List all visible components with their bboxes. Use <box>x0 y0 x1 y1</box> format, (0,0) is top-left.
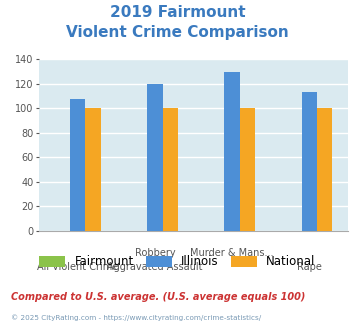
Bar <box>70 99 86 231</box>
Bar <box>147 84 163 231</box>
Text: Rape: Rape <box>297 262 322 272</box>
Bar <box>302 92 317 231</box>
Bar <box>86 109 101 231</box>
Bar <box>163 109 178 231</box>
Text: All Violent Crime: All Violent Crime <box>37 262 118 272</box>
Text: © 2025 CityRating.com - https://www.cityrating.com/crime-statistics/: © 2025 CityRating.com - https://www.city… <box>11 314 261 321</box>
Text: Robbery: Robbery <box>135 248 175 258</box>
Text: 2019 Fairmount: 2019 Fairmount <box>110 5 245 20</box>
Text: Aggravated Assault: Aggravated Assault <box>107 262 203 272</box>
Bar <box>224 72 240 231</box>
Text: Murder & Mans...: Murder & Mans... <box>190 248 274 258</box>
Text: Compared to U.S. average. (U.S. average equals 100): Compared to U.S. average. (U.S. average … <box>11 292 305 302</box>
Legend: Fairmount, Illinois, National: Fairmount, Illinois, National <box>35 250 320 273</box>
Text: Violent Crime Comparison: Violent Crime Comparison <box>66 25 289 40</box>
Bar <box>317 109 332 231</box>
Bar <box>240 109 255 231</box>
